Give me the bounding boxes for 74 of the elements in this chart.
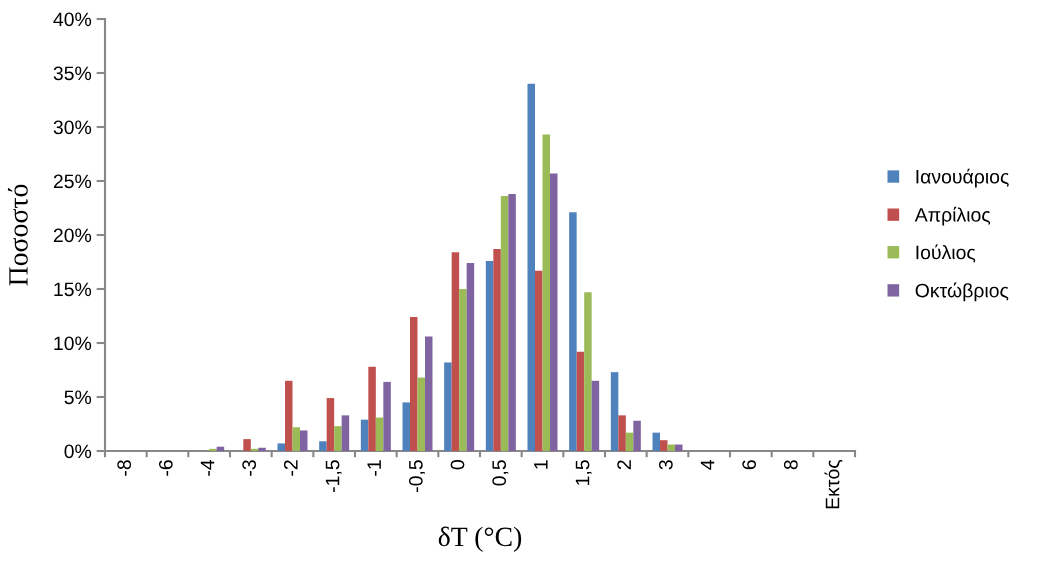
bar	[527, 83, 535, 451]
x-tick-label: 1,5	[575, 460, 592, 485]
bar	[258, 447, 266, 451]
bar	[591, 380, 600, 451]
bar	[660, 440, 668, 451]
bar	[535, 270, 543, 451]
bar	[410, 317, 418, 451]
bar	[417, 377, 425, 451]
x-tick-label: -6	[158, 460, 173, 476]
y-tick-label: 0%	[64, 444, 92, 459]
bar	[610, 372, 619, 451]
x-tick-label: 0,5	[492, 460, 509, 486]
bar	[277, 443, 285, 451]
bar	[493, 249, 501, 451]
x-tick-label: -1	[367, 460, 381, 476]
x-tick-label: -3	[242, 460, 257, 476]
bar	[569, 212, 577, 451]
bar	[500, 196, 509, 451]
bar	[360, 419, 369, 451]
bar	[334, 426, 342, 451]
x-tick-label: 2	[617, 460, 631, 470]
x-tick-label: 6	[742, 460, 757, 470]
bar	[618, 415, 626, 451]
x-tick-label: -8	[117, 460, 132, 476]
bar	[584, 292, 592, 451]
bar	[326, 398, 335, 451]
bar	[368, 366, 376, 451]
bar	[466, 263, 475, 451]
bar	[425, 336, 433, 451]
bar	[576, 351, 585, 451]
bar	[243, 439, 251, 451]
legend-label: Ιανουάριος	[916, 168, 1009, 188]
x-tick-label: 1	[534, 460, 548, 469]
bar	[542, 134, 550, 451]
bar	[485, 260, 494, 451]
bar	[508, 193, 516, 451]
x-tick-label: -0,5	[408, 460, 426, 492]
y-tick-label: 20%	[53, 228, 92, 243]
x-tick-label: -2	[283, 460, 298, 476]
bar	[300, 430, 308, 451]
y-axis-title: Ποσοστό	[7, 184, 28, 286]
y-tick-label: 10%	[54, 336, 92, 351]
bar	[451, 252, 460, 451]
x-tick-label: -4	[200, 459, 215, 476]
legend-label: Ιούλιος	[916, 244, 976, 263]
x-tick-label: -1,5	[325, 460, 342, 492]
x-tick-label: 0	[450, 460, 465, 470]
bar	[209, 448, 217, 451]
y-tick-label: 35%	[53, 66, 92, 81]
x-tick-label: 3	[658, 460, 673, 470]
bar	[341, 415, 350, 451]
y-tick-label: 40%	[53, 12, 92, 27]
legend-label: Οκτώβριος	[915, 282, 1009, 302]
bar	[633, 420, 641, 451]
bar	[625, 432, 634, 451]
bar	[319, 441, 327, 451]
bar	[383, 381, 391, 451]
y-tick-label: 25%	[53, 174, 92, 189]
bar	[459, 289, 467, 451]
y-tick-label: 30%	[53, 120, 92, 135]
bar	[444, 362, 452, 451]
y-tick-label: 5%	[64, 390, 92, 405]
bar	[550, 173, 558, 451]
bar	[652, 432, 660, 451]
y-tick-label: 15%	[54, 282, 92, 297]
bar	[285, 380, 293, 451]
x-axis-title: δT (°C)	[438, 526, 522, 552]
x-tick-label: Εκτός	[824, 459, 843, 509]
x-tick-label: 4	[700, 459, 715, 470]
bar	[292, 427, 300, 451]
legend-label: Απρίλιος	[914, 206, 991, 226]
bar	[375, 417, 384, 451]
x-tick-label: 8	[783, 460, 798, 470]
bar	[402, 402, 410, 451]
